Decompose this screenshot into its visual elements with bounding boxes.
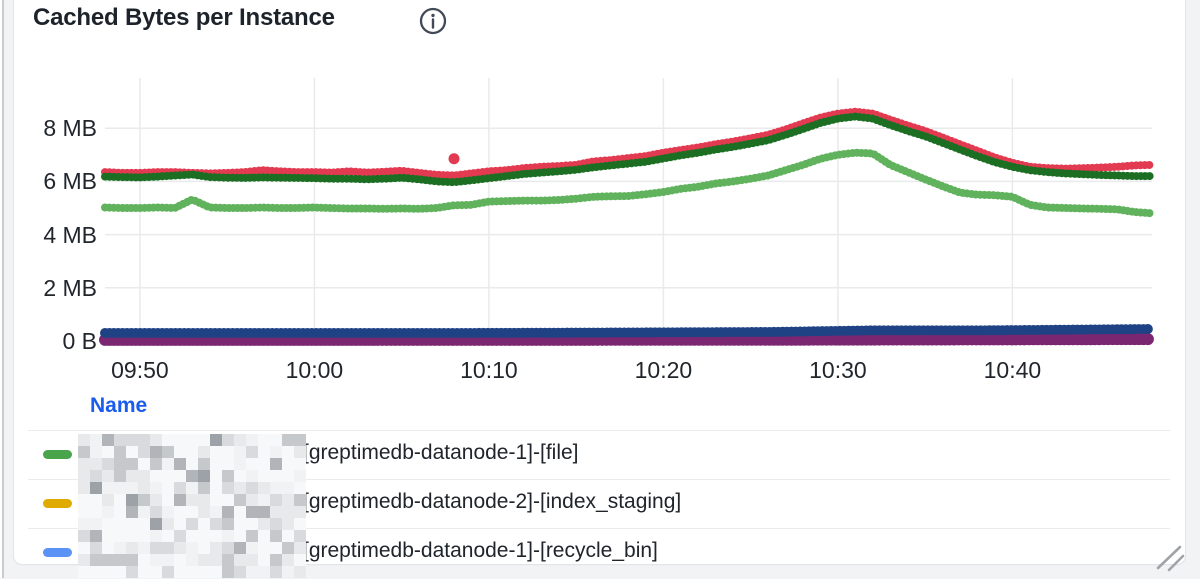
outlier-point — [448, 153, 460, 165]
row-divider — [28, 528, 1170, 529]
panel-title: Cached Bytes per Instance — [33, 4, 335, 31]
navy-series — [100, 324, 1157, 338]
legend-row[interactable]: [greptimedb-datanode-2]-[index_staging] — [14, 479, 1185, 528]
row-divider — [28, 430, 1170, 431]
panel-resize-handle[interactable] — [1150, 540, 1190, 574]
y-tick-label: 4 MB — [43, 221, 97, 248]
panel-content: Cached Bytes per Instance 8 MB 6 MB 4 MB 2 … — [13, 0, 1186, 564]
series-label: [greptimedb-datanode-1]-[recycle_bin] — [303, 539, 658, 562]
info-icon[interactable] — [418, 6, 448, 36]
row-divider — [28, 479, 1170, 480]
series-color-indicator — [43, 450, 72, 459]
series-label: [greptimedb-datanode-1]-[file] — [303, 441, 579, 464]
y-tick-label: 6 MB — [43, 168, 97, 195]
series-color-indicator — [43, 499, 72, 508]
y-tick-label: 8 MB — [43, 115, 97, 142]
legend-row[interactable]: [greptimedb-datanode-1]-[recycle_bin] — [14, 528, 1185, 564]
y-tick-label: 2 MB — [43, 274, 97, 301]
legend-table: [greptimedb-datanode-1]-[file] [greptimed… — [14, 430, 1185, 564]
purple-series — [99, 333, 1158, 346]
redacted-region — [78, 434, 306, 578]
adjacent-panel-edge — [0, 0, 4, 578]
y-tick-label: 0 B — [62, 328, 97, 354]
x-tick-label: 10:40 — [983, 357, 1042, 383]
legend-name-header[interactable]: Name — [90, 394, 148, 417]
x-tick-label: 09:50 — [111, 357, 169, 383]
x-tick-label: 10:30 — [809, 357, 867, 383]
time-series-chart[interactable] — [13, 0, 1186, 395]
x-tick-label: 10:20 — [634, 357, 693, 383]
light-green-series — [101, 148, 1156, 218]
x-tick-label: 10:00 — [285, 357, 344, 383]
series-label: [greptimedb-datanode-2]-[index_staging] — [303, 490, 682, 513]
legend-row[interactable]: [greptimedb-datanode-1]-[file] — [14, 430, 1185, 479]
dark-green-series — [101, 112, 1156, 187]
series-color-indicator — [43, 548, 72, 557]
x-tick-label: 10:10 — [460, 357, 518, 383]
crimson-series — [101, 107, 1156, 180]
